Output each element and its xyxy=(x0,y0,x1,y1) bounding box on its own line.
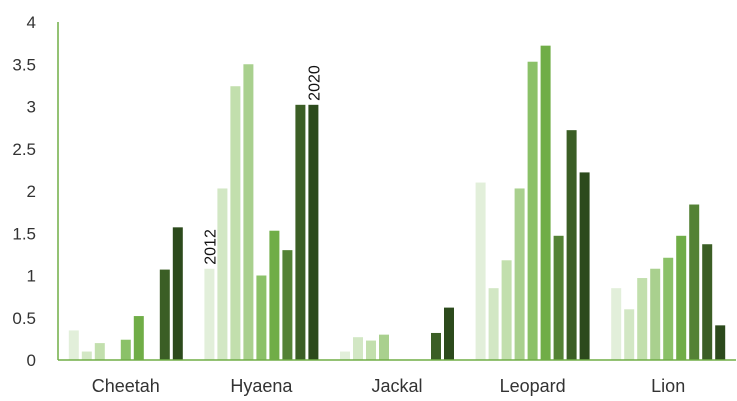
bar-lion-0 xyxy=(611,288,622,360)
category-label: Cheetah xyxy=(92,376,160,396)
year-annotation: 2020 xyxy=(306,65,323,101)
bar-lion-7 xyxy=(702,244,713,360)
y-tick-label: 1 xyxy=(27,267,36,286)
bar-jackal-0 xyxy=(340,351,350,360)
bar-cheetah-2 xyxy=(94,343,105,360)
bar-hyaena-0 xyxy=(204,268,215,360)
y-tick-label: 4 xyxy=(27,13,36,32)
bar-cheetah-1 xyxy=(81,351,92,360)
category-label: Lion xyxy=(651,376,685,396)
bar-lion-2 xyxy=(637,278,648,360)
bar-lion-4 xyxy=(663,257,674,360)
x-axis: Cheetah Hyaena Jackal Leopard Lion xyxy=(58,359,736,396)
bar-hyaena-3 xyxy=(243,64,254,360)
bar-cheetah-8 xyxy=(172,227,183,360)
year-annotation: 2012 xyxy=(202,229,219,265)
bar-hyaena-5 xyxy=(269,230,280,360)
bar-hyaena-6 xyxy=(282,250,293,360)
y-tick-label: 2.5 xyxy=(12,140,36,159)
bar-cheetah-7 xyxy=(159,269,170,360)
bar-leopard-1 xyxy=(488,288,499,360)
bar-cheetah-0 xyxy=(68,330,79,360)
bar-leopard-0 xyxy=(475,182,486,360)
category-label: Leopard xyxy=(500,376,566,396)
bar-lion-8 xyxy=(715,325,726,360)
category-label: Jackal xyxy=(371,376,422,396)
bar-leopard-2 xyxy=(501,260,512,360)
bar-leopard-5 xyxy=(540,45,551,360)
bar-hyaena-2 xyxy=(230,86,241,360)
bar-hyaena-1 xyxy=(217,188,228,360)
bar-jackal-3 xyxy=(379,334,389,360)
bar-lion-3 xyxy=(650,268,661,360)
bar-lion-1 xyxy=(624,309,635,360)
bar-jackal-8 xyxy=(444,307,454,360)
bar-leopard-7 xyxy=(566,130,577,360)
bar-leopard-4 xyxy=(527,61,538,361)
y-tick-label: 3.5 xyxy=(12,55,36,74)
bar-cheetah-5 xyxy=(133,316,144,360)
bar-leopard-3 xyxy=(514,188,525,360)
bar-leopard-6 xyxy=(553,235,564,360)
bar-lion-5 xyxy=(676,235,687,360)
category-label: Hyaena xyxy=(230,376,293,396)
bar-hyaena-8 xyxy=(308,104,319,360)
y-tick-label: 0 xyxy=(27,351,36,370)
annotations: 2012 2020 xyxy=(202,65,323,265)
y-tick-label: 2 xyxy=(27,182,36,201)
bar-hyaena-4 xyxy=(256,275,267,360)
y-tick-label: 3 xyxy=(27,98,36,117)
bar-lion-6 xyxy=(689,204,700,360)
bar-hyaena-7 xyxy=(295,104,306,360)
y-axis: 0 0.5 1 1.5 2 2.5 3 3.5 4 xyxy=(12,13,59,370)
bar-jackal-7 xyxy=(431,332,441,360)
y-tick-label: 1.5 xyxy=(12,224,36,243)
bar-jackal-2 xyxy=(366,340,376,360)
y-tick-label: 0.5 xyxy=(12,309,36,328)
bars xyxy=(68,45,726,361)
bar-jackal-1 xyxy=(353,337,363,360)
bar-leopard-8 xyxy=(579,172,590,360)
bar-cheetah-4 xyxy=(120,339,131,360)
